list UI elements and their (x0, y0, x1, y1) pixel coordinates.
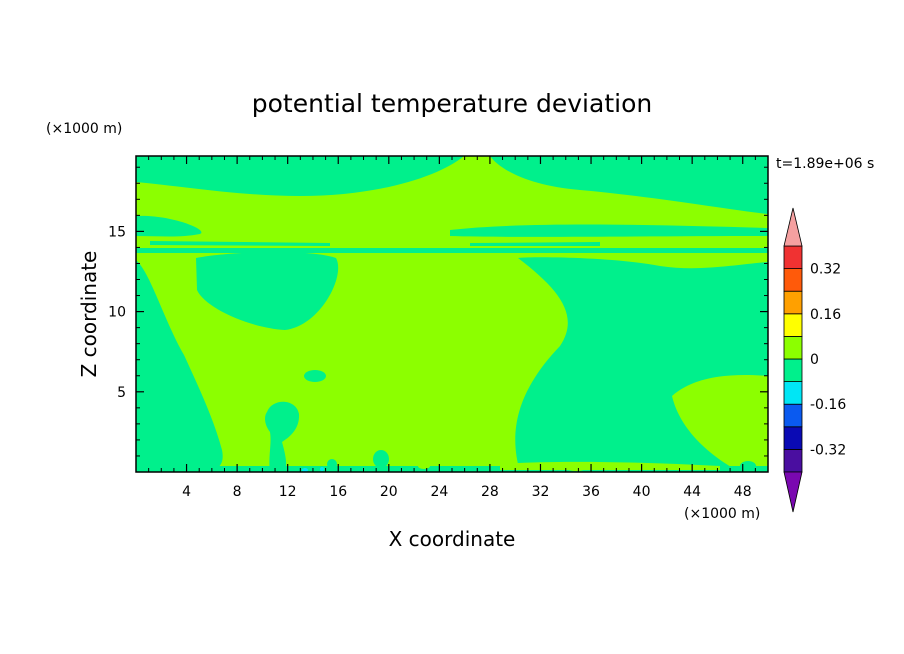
x-tick-label: 16 (329, 484, 347, 500)
weak-negative-specks (302, 467, 324, 472)
negative-speck-2 (162, 462, 174, 470)
negative-regions (136, 156, 768, 472)
y-axis-label: Z coordinate (77, 251, 101, 378)
x-tick-label: 24 (430, 484, 448, 500)
colorbar-over-arrow (783, 207, 803, 247)
negative-speck-4 (740, 461, 756, 471)
colorbar-segment (783, 448, 803, 473)
negative-streak-3 (450, 224, 768, 237)
colorbar-segment (783, 426, 803, 450)
y-tick-label: 10 (108, 305, 126, 321)
x-unit-label: (×1000 m) (684, 506, 760, 522)
y-tick-label: 15 (108, 224, 126, 240)
positive-inner-specks (418, 461, 720, 471)
negative-streak-1 (136, 215, 202, 237)
x-axis-label: X coordinate (389, 527, 516, 551)
negative-streak-4 (470, 242, 600, 246)
positive-speck-1 (418, 463, 430, 469)
x-tick-label: 44 (683, 484, 701, 500)
y-axis-ticks: 5 10 15 (108, 166, 768, 457)
x-tick-label: 4 (182, 484, 191, 500)
negative-region-right (515, 257, 768, 472)
x-tick-label: 48 (734, 484, 752, 500)
colorbar-segment (783, 335, 803, 360)
x-axis-ticks: 4 8 12 16 20 24 28 32 36 40 44 48 (148, 156, 756, 500)
negative-blob-2 (265, 401, 300, 472)
negative-blob-1 (304, 370, 326, 382)
colorbar-segment (783, 268, 803, 292)
negative-speck-1 (373, 450, 389, 468)
negative-region-upper-band (136, 156, 768, 214)
colorbar-segment (783, 290, 803, 315)
y-tick-label: 5 (117, 385, 126, 401)
negative-region-left-column (136, 260, 223, 472)
negative-streak-5 (136, 248, 768, 253)
colorbar-tick-label: 0.16 (810, 307, 841, 323)
colorbar-segment (783, 403, 803, 428)
colorbar-tick-label: -0.16 (810, 397, 846, 413)
weak-negative-speck-2 (320, 467, 324, 471)
colorbar-tick-label: -0.32 (810, 442, 846, 458)
x-tick-label: 28 (481, 484, 499, 500)
colorbar-segment (783, 358, 803, 383)
x-tick-label: 32 (532, 484, 550, 500)
time-label: t=1.89e+06 s (776, 156, 874, 172)
x-tick-label: 36 (582, 484, 600, 500)
colorbar-segment (783, 245, 803, 270)
x-tick-label: 20 (380, 484, 398, 500)
colorbar-segment (783, 313, 803, 337)
colorbar-segment (783, 381, 803, 405)
colorbar-tick-label: 0.32 (810, 262, 841, 278)
x-tick-label: 12 (279, 484, 297, 500)
positive-strip-bottom-right (500, 461, 720, 470)
y-unit-label: (×1000 m) (46, 121, 122, 137)
colorbar-under-arrow (783, 471, 803, 513)
colorbar: 0.32 0.16 0 -0.16 -0.32 (783, 207, 846, 513)
x-tick-label: 40 (633, 484, 651, 500)
negative-region-left-lens (196, 251, 339, 330)
weak-negative-speck-1 (302, 468, 308, 472)
colorbar-tick-label: 0 (810, 352, 819, 368)
x-tick-label: 8 (233, 484, 242, 500)
positive-speck-2 (566, 465, 586, 471)
chart-title: potential temperature deviation (252, 89, 652, 118)
contour-fill-layer (136, 156, 768, 472)
negative-streak-2 (150, 241, 330, 246)
negative-speck-3 (327, 459, 337, 469)
